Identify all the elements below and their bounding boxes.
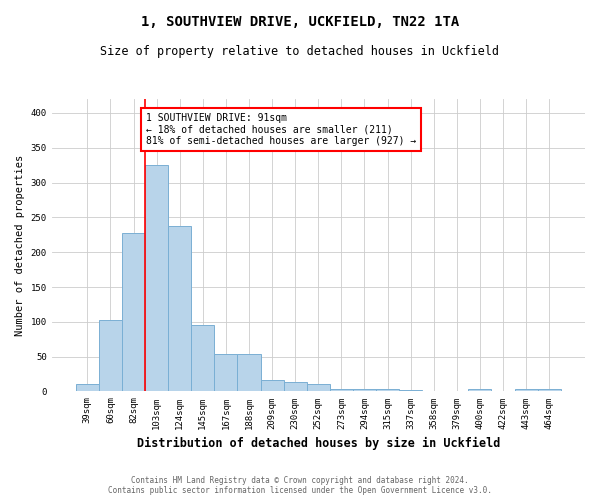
Text: Contains HM Land Registry data © Crown copyright and database right 2024.
Contai: Contains HM Land Registry data © Crown c… — [108, 476, 492, 495]
Bar — [145, 165, 168, 392]
X-axis label: Distribution of detached houses by size in Uckfield: Distribution of detached houses by size … — [137, 437, 500, 450]
Bar — [538, 390, 561, 392]
Bar — [260, 380, 284, 392]
Text: Size of property relative to detached houses in Uckfield: Size of property relative to detached ho… — [101, 45, 499, 58]
Y-axis label: Number of detached properties: Number of detached properties — [15, 154, 25, 336]
Bar — [214, 354, 238, 392]
Bar — [284, 382, 307, 392]
Text: 1, SOUTHVIEW DRIVE, UCKFIELD, TN22 1TA: 1, SOUTHVIEW DRIVE, UCKFIELD, TN22 1TA — [141, 15, 459, 29]
Bar — [515, 390, 538, 392]
Bar — [353, 388, 376, 392]
Text: 1 SOUTHVIEW DRIVE: 91sqm
← 18% of detached houses are smaller (211)
81% of semi-: 1 SOUTHVIEW DRIVE: 91sqm ← 18% of detach… — [146, 113, 416, 146]
Bar — [76, 384, 99, 392]
Bar — [469, 390, 491, 392]
Bar — [122, 232, 145, 392]
Bar — [238, 354, 260, 392]
Bar — [376, 390, 399, 392]
Bar — [307, 384, 330, 392]
Bar — [191, 324, 214, 392]
Bar — [99, 320, 122, 392]
Bar — [399, 390, 422, 392]
Bar — [330, 388, 353, 392]
Bar — [168, 226, 191, 392]
